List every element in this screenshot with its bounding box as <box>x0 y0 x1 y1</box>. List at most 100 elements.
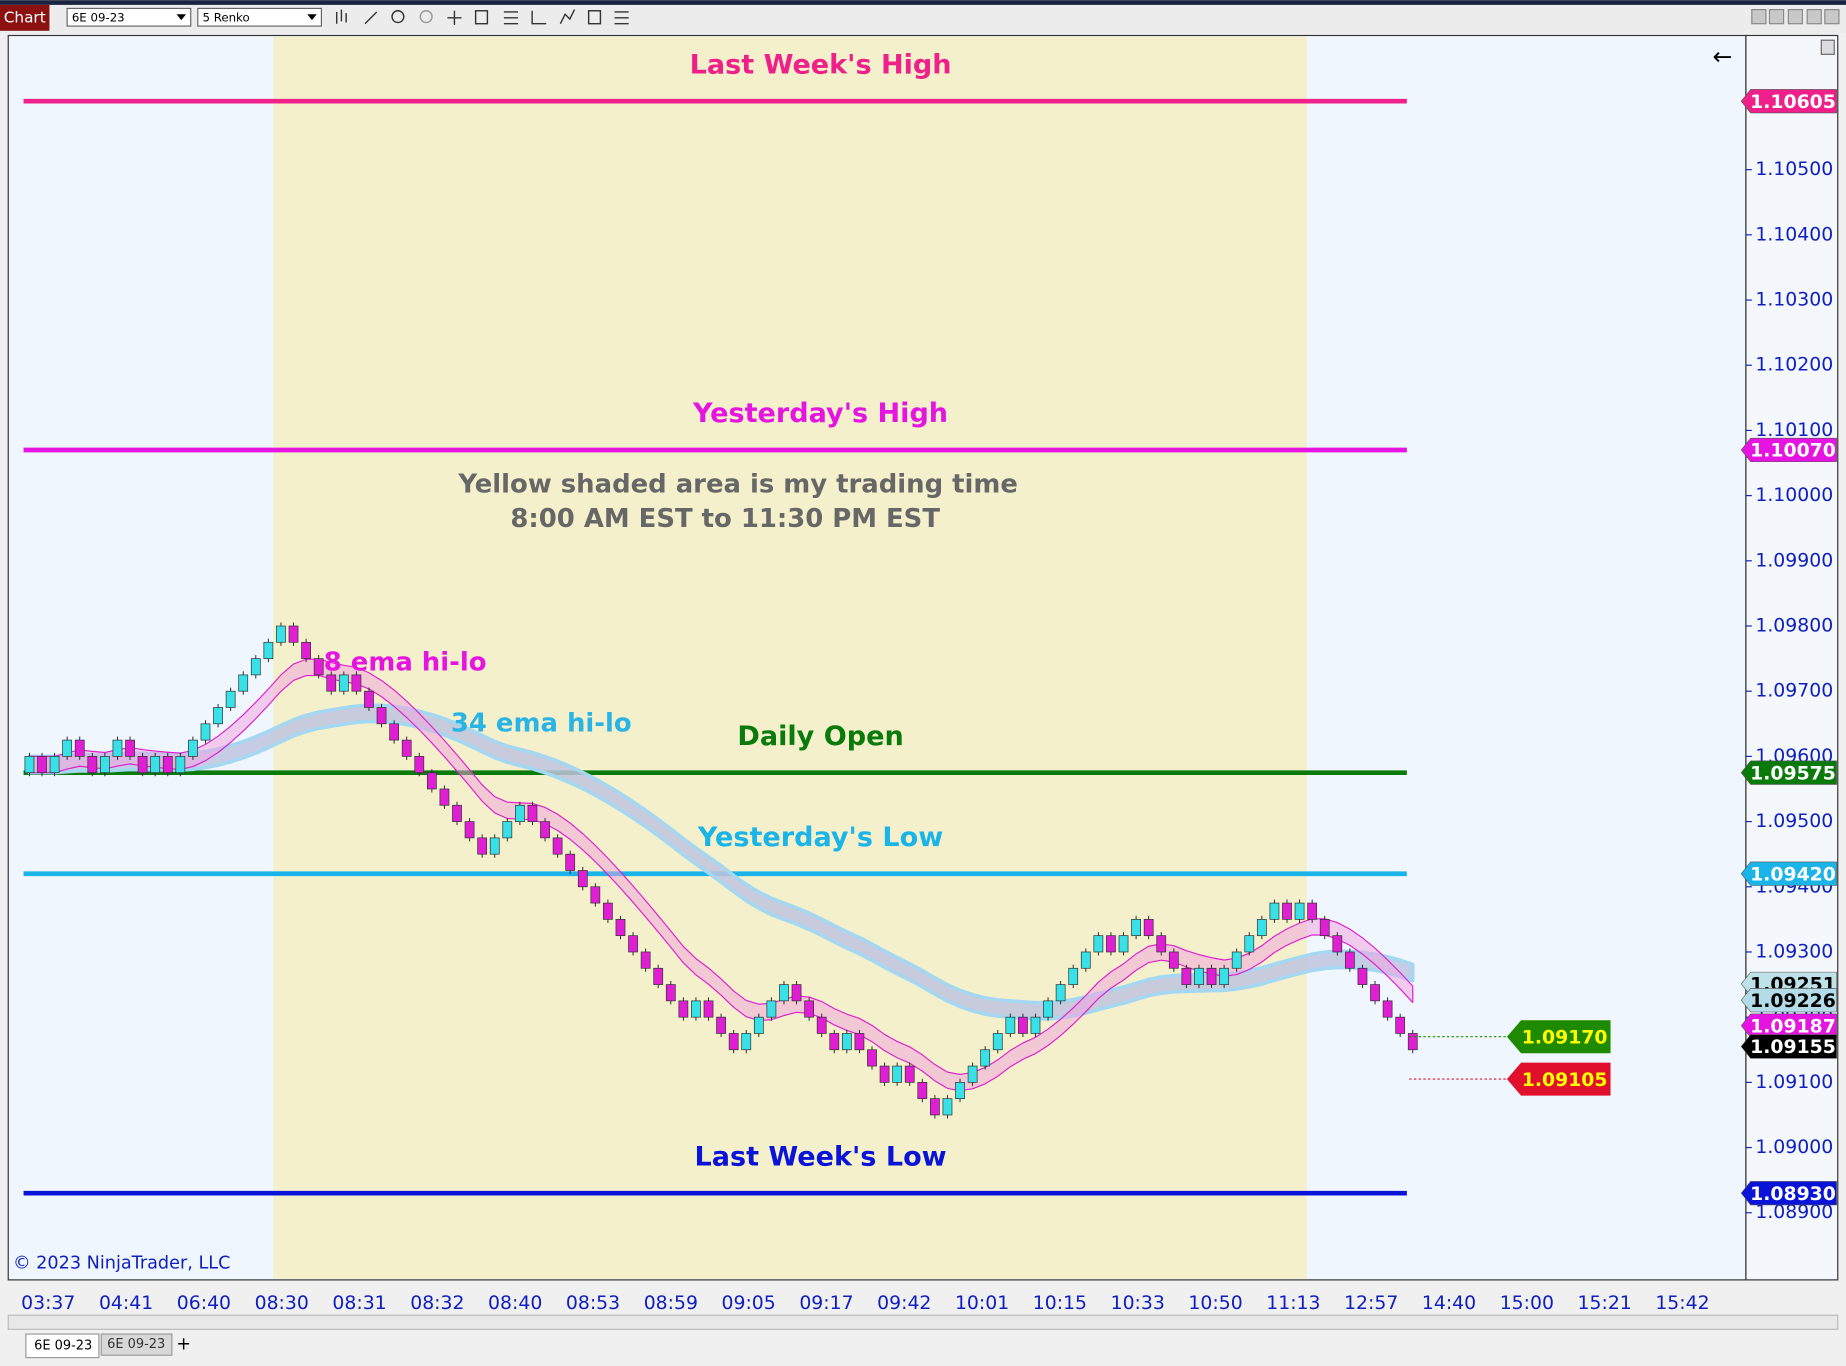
instrument-text[interactable]: 6E 09-23 <box>72 10 125 24</box>
renko-brick <box>1068 967 1079 985</box>
price-tag-label: 1.09226 <box>1750 991 1836 1012</box>
order-tag <box>1506 1062 1611 1096</box>
price-tag <box>1740 1034 1837 1059</box>
y-tick-label: 1.10300 <box>1755 290 1833 311</box>
x-tick-label: 08:40 <box>488 1293 542 1314</box>
renko-brick <box>1307 902 1318 920</box>
renko-brick <box>414 756 425 774</box>
renko-brick <box>1357 967 1368 985</box>
price-tag-label: 1.09420 <box>1750 864 1836 885</box>
renko-brick <box>263 641 274 659</box>
y-tick-label: 1.10400 <box>1755 224 1833 245</box>
bartype-select[interactable] <box>197 7 322 27</box>
x-tick-label: 15:00 <box>1500 1293 1554 1314</box>
renko-brick <box>1395 1016 1406 1034</box>
renko-brick <box>276 625 286 643</box>
renko-brick <box>867 1049 877 1067</box>
tab-label[interactable]: 6E 09-23 <box>107 1337 165 1352</box>
instrument-select[interactable] <box>66 7 192 27</box>
price-tag <box>1740 988 1837 1013</box>
renko-brick <box>1370 984 1380 1002</box>
renko-brick <box>1080 951 1091 969</box>
renko-brick <box>967 1065 978 1083</box>
copyright: © 2023 NinjaTrader, LLC <box>13 1253 230 1273</box>
tab[interactable] <box>100 1333 173 1356</box>
price-tag-label: 1.09155 <box>1750 1037 1836 1058</box>
renko-brick <box>213 707 223 725</box>
note: Yellow shaded area is my trading time <box>457 470 1018 500</box>
x-tick-label: 08:31 <box>332 1293 386 1314</box>
price-tag-label: 1.09575 <box>1750 763 1836 784</box>
renko-brick <box>401 739 412 757</box>
renko-brick <box>87 756 98 774</box>
renko-brick <box>1219 967 1230 985</box>
renko-brick <box>313 658 324 676</box>
add-tab[interactable]: + <box>176 1335 191 1355</box>
renko-brick <box>741 1033 752 1051</box>
y-tick-label: 1.09700 <box>1755 681 1833 702</box>
price-tag <box>1740 1181 1837 1206</box>
renko-brick <box>565 853 576 871</box>
price-tag <box>1740 437 1837 463</box>
renko-brick <box>1055 984 1066 1002</box>
renko-brick <box>766 1000 777 1018</box>
price-tag-label: 1.09187 <box>1750 1016 1836 1037</box>
renko-brick <box>439 788 450 806</box>
renko-brick <box>816 1016 827 1034</box>
x-tick-label: 10:33 <box>1111 1293 1165 1314</box>
tab[interactable] <box>25 1333 100 1359</box>
renko-brick <box>879 1065 890 1083</box>
renko-brick <box>477 837 488 855</box>
renko-brick <box>1093 935 1104 953</box>
renko-brick <box>640 951 651 969</box>
renko-brick <box>1181 967 1192 985</box>
tab-label[interactable]: 6E 09-23 <box>34 1338 92 1353</box>
renko-brick <box>678 1000 689 1018</box>
renko-brick <box>628 935 638 953</box>
renko-brick <box>1332 935 1343 953</box>
renko-brick <box>49 756 60 774</box>
renko-brick <box>1256 919 1267 937</box>
dropdown-arrow <box>307 14 317 21</box>
price-tag <box>1740 861 1837 886</box>
x-tick-label: 11:13 <box>1266 1293 1320 1314</box>
x-tick-label: 08:59 <box>644 1293 698 1314</box>
axis-menu[interactable] <box>1820 39 1835 55</box>
renko-brick <box>1206 967 1217 985</box>
renko-brick <box>753 1016 764 1034</box>
chart-button-label[interactable]: Chart <box>4 8 46 26</box>
level-label: Yesterday's High <box>692 398 948 429</box>
level-label: Daily Open <box>737 721 903 752</box>
y-tick-label: 1.09100 <box>1755 1072 1833 1093</box>
renko-brick <box>515 804 525 822</box>
renko-brick <box>929 1098 940 1116</box>
renko-brick <box>351 674 362 692</box>
toolbar-icons[interactable] <box>336 9 629 25</box>
x-tick-label: 03:37 <box>21 1293 75 1314</box>
x-tick-label: 15:21 <box>1578 1293 1632 1314</box>
price-tag-label: 1.08930 <box>1750 1184 1836 1205</box>
level-label: Last Week's Low <box>694 1141 946 1172</box>
renko-brick <box>577 870 588 888</box>
renko-brick <box>1344 951 1355 969</box>
dropdown-arrow <box>176 14 187 21</box>
back-arrow[interactable]: ← <box>1713 42 1733 70</box>
renko-brick <box>1282 902 1292 920</box>
renko-brick <box>653 967 664 985</box>
renko-brick <box>426 772 437 790</box>
renko-brick <box>137 756 148 774</box>
x-tick-label: 15:42 <box>1655 1293 1709 1314</box>
scrollbar[interactable] <box>7 1314 1839 1330</box>
chart-button[interactable] <box>0 4 50 31</box>
renko-brick <box>502 821 513 839</box>
renko-brick <box>1143 919 1154 937</box>
y-tick-label: 1.09800 <box>1755 616 1833 637</box>
x-tick-label: 09:17 <box>799 1293 853 1314</box>
renko-brick <box>1407 1033 1418 1051</box>
ema34-band <box>27 703 1415 1021</box>
bartype-text[interactable]: 5 Renko <box>202 10 249 24</box>
window-buttons[interactable] <box>1751 8 1840 25</box>
renko-brick <box>904 1065 915 1083</box>
renko-brick <box>917 1082 928 1100</box>
x-tick-label: 10:50 <box>1188 1293 1242 1314</box>
